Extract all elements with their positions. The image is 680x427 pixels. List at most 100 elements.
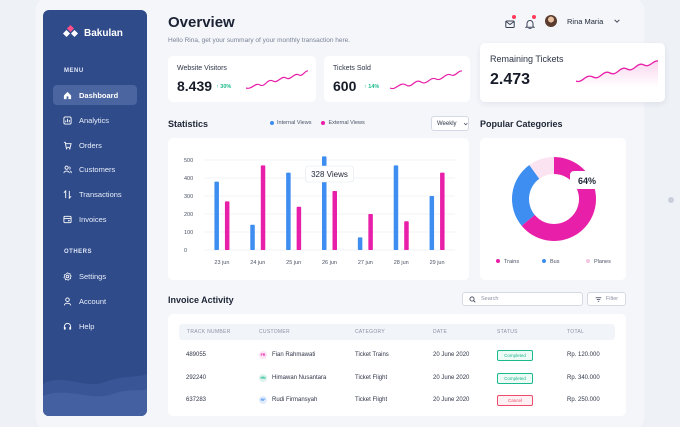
tooltip-box [305, 165, 354, 183]
y-tick-label: 500 [184, 158, 193, 164]
user-name[interactable]: Rina Maria [567, 16, 604, 26]
legend-dot-trains [496, 259, 500, 263]
sidebar-item-label: Account [79, 296, 107, 306]
swap-icon [63, 189, 72, 199]
sidebar-item-label: Transactions [79, 189, 122, 199]
sparkline-chart [390, 70, 462, 90]
mail-icon[interactable] [505, 15, 516, 28]
track-number: 489055 [186, 352, 207, 358]
sidebar-item-invoices[interactable]: Invoices [53, 209, 137, 229]
category: Ticket Flight [355, 397, 388, 403]
sidebar-item-label: Settings [79, 271, 107, 281]
bell-icon[interactable] [524, 15, 536, 30]
filter-icon [595, 296, 602, 302]
categories-donut-chart: 64% Trains Bus Planes [496, 157, 611, 265]
stat-change: ↑ 30% [216, 84, 232, 90]
sidebar-item-settings[interactable]: Settings [53, 266, 137, 286]
period-select-value: Weekly [437, 120, 457, 127]
bar-internal [357, 237, 363, 250]
x-tick-label: 29 jun [430, 260, 445, 266]
invoice-table: TRACK NUMBER CUSTOMER CATEGORY DATE STAT… [168, 314, 626, 416]
sparkline-chart [246, 70, 308, 89]
column-header: DATE [433, 329, 448, 335]
status-badge: Completed [497, 373, 533, 384]
stat-label: Website Visitors [177, 65, 227, 72]
sidebar-item-transactions[interactable]: Transactions [53, 184, 137, 204]
column-header: CUSTOMER [259, 329, 290, 335]
categories-title: Popular Categories [480, 119, 563, 129]
invoice-icon [63, 215, 72, 224]
customer-name: Rudi Firmansyah [272, 397, 318, 403]
x-tick-label: 27 jun [358, 260, 373, 266]
bar-internal [393, 165, 399, 250]
chart-icon [63, 115, 72, 125]
sidebar-item-account[interactable]: Account [53, 291, 137, 311]
filter-label: Filter [605, 296, 619, 302]
customer-avatar: RF [259, 396, 267, 404]
sidebar-item-dashboard[interactable]: Dashboard [53, 85, 137, 105]
statistics-title: Statistics [168, 119, 209, 129]
sidebar-wave-decoration [43, 374, 147, 416]
total: Rp. 120.000 [567, 352, 600, 358]
sparkline-chart [576, 60, 658, 87]
x-tick-label: 26 jun [322, 260, 337, 266]
sidebar-item-analytics[interactable]: Analytics [53, 110, 137, 130]
bar-external [440, 172, 445, 250]
others-section-label: OTHERS [64, 249, 93, 255]
y-tick-label: 300 [184, 194, 193, 200]
stat-label: Tickets Sold [333, 65, 371, 72]
y-tick-label: 200 [184, 212, 193, 218]
sidebar-item-label: Orders [79, 140, 102, 150]
chevron-down-icon[interactable] [613, 17, 621, 25]
stat-value: 600 [333, 78, 357, 94]
sidebar-item-help[interactable]: Help [53, 316, 137, 336]
cart-icon [63, 141, 72, 150]
bar-internal [250, 224, 255, 250]
bar-external [260, 165, 266, 250]
chart-legend: Internal Views External Views [270, 120, 365, 126]
bar-external [368, 214, 373, 250]
period-select[interactable]: Weekly [431, 116, 469, 131]
legend-item-external: External Views [321, 120, 365, 126]
tooltip-text: 328 Views [311, 170, 348, 179]
brand-logo-icon [62, 24, 79, 40]
x-tick-label: 24 jun [250, 260, 265, 266]
users-icon [63, 165, 72, 174]
avatar[interactable] [545, 15, 557, 27]
legend-label-bus: Bus [550, 259, 560, 265]
brand[interactable]: Bakulan [62, 24, 123, 40]
sidebar: Bakulan MENU Dashboard Analytics Orders … [43, 10, 147, 416]
bar-internal [286, 172, 291, 250]
bar-internal [214, 181, 219, 250]
stat-card-visitors: Website Visitors 8.439 ↑ 30% [168, 56, 316, 102]
table-header: TRACK NUMBER CUSTOMER CATEGORY DATE STAT… [179, 324, 615, 340]
sidebar-item-label: Analytics [79, 115, 110, 125]
x-tick-label: 23 jun [214, 260, 229, 266]
sidebar-item-orders[interactable]: Orders [53, 135, 137, 155]
customer-avatar: FR [259, 351, 267, 359]
total: Rp. 250.000 [567, 397, 600, 403]
sidebar-item-customers[interactable]: Customers [53, 159, 137, 179]
date: 20 June 2020 [433, 352, 470, 358]
filter-button[interactable]: Filter [587, 292, 626, 306]
bar-external [332, 190, 337, 250]
y-tick-label: 400 [184, 176, 193, 182]
search-icon [469, 295, 476, 303]
sidebar-item-label: Invoices [79, 214, 107, 224]
legend-dot-planes [586, 259, 590, 263]
x-tick-label: 28 jun [394, 260, 409, 266]
status-badge: Completed [497, 350, 533, 361]
category: Ticket Flight [355, 375, 388, 381]
bar-external [404, 221, 409, 250]
y-tick-label: 100 [184, 230, 193, 236]
customer-name: Fian Rahmawati [272, 352, 316, 358]
track-number: 292240 [186, 375, 207, 381]
stat-value: 2.473 [490, 71, 531, 88]
search-input[interactable]: Search [462, 292, 583, 306]
page-subtitle: Hello Rina, get your summary of your mon… [168, 37, 351, 44]
legend-item-internal: Internal Views [270, 120, 311, 126]
column-header: TOTAL [567, 329, 585, 335]
statistics-chart-card: 0 100 200 300 400 500 23 jun 24 jun 25 jun 26 jun… [168, 138, 469, 280]
donut-slice-bus [512, 165, 540, 226]
search-placeholder: Search [481, 296, 499, 302]
